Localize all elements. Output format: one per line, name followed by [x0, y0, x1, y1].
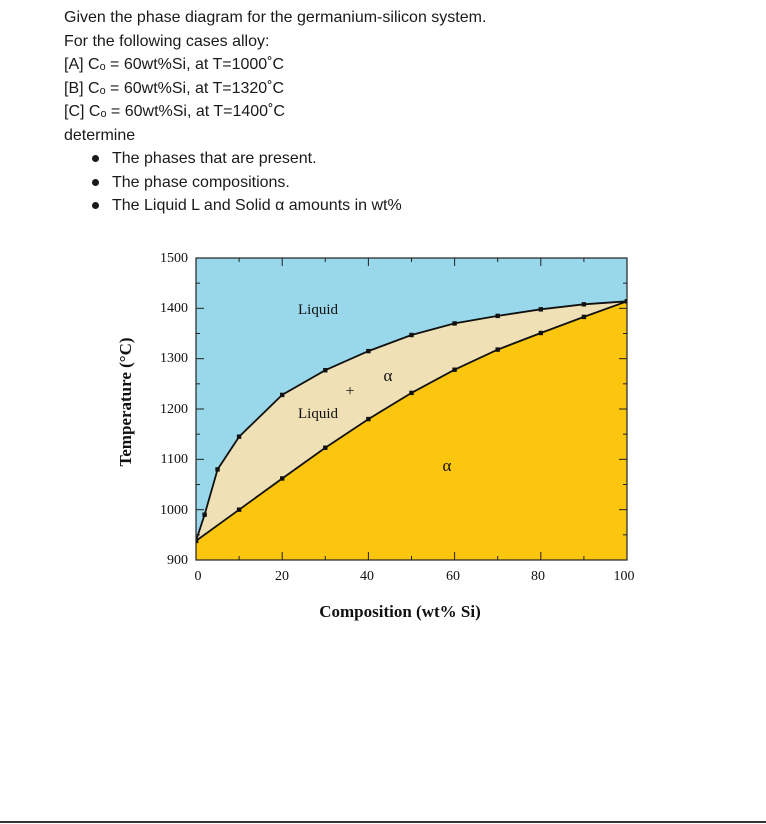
x-axis-tick-labels: 0 20 40 60 80 100	[195, 569, 635, 584]
task-amounts: The Liquid L and Solid α amounts in wt%	[92, 194, 486, 218]
problem-statement: Given the phase diagram for the germaniu…	[64, 6, 486, 218]
y-axis-tick-labels: 1500 1400 1300 1200 1100 1000 900	[160, 251, 188, 568]
data-markers	[196, 299, 627, 544]
two-phase-alpha-label: α	[384, 366, 393, 385]
y-tick-label: 1000	[160, 503, 188, 518]
liquidus-point	[202, 512, 207, 517]
solidus-point	[323, 445, 328, 450]
y-tick-label: 1500	[160, 251, 188, 266]
y-tick-label: 1200	[160, 402, 188, 417]
liquidus-point	[323, 368, 328, 373]
liquidus-point	[409, 332, 414, 338]
y-tick-label: 1100	[161, 452, 188, 467]
x-tick-label: 100	[614, 569, 635, 584]
region-labels: Liquid α + Liquid α	[298, 302, 452, 475]
problem-prompt: For the following cases alloy:	[64, 32, 270, 50]
solidus-point	[581, 314, 587, 320]
solidus-point	[366, 416, 371, 422]
two-phase-region	[196, 301, 627, 541]
case-a: [A] Cₒ = 60wt%Si, at T=1000˚C	[64, 56, 285, 73]
x-tick-label: 60	[446, 569, 460, 584]
y-tick-label: 900	[167, 553, 188, 568]
solidus-point	[452, 367, 457, 372]
y-tick-label: 1300	[160, 351, 188, 366]
solidus-point	[280, 476, 285, 481]
axis-ticks	[195, 257, 628, 561]
two-phase-plus-label: +	[345, 383, 354, 400]
liquidus-point	[538, 307, 543, 312]
solidus-point	[196, 538, 199, 544]
x-tick-label: 80	[531, 569, 545, 584]
solidus-point	[538, 330, 543, 336]
liquidus-point	[452, 321, 457, 326]
case-b: [B] Cₒ = 60wt%Si, at T=1320˚C	[64, 79, 285, 97]
solidus-point	[495, 347, 500, 352]
liquidus-point	[366, 348, 371, 354]
y-axis-label: Temperature (°C)	[116, 337, 135, 466]
y-tick-label: 1400	[160, 301, 188, 316]
task-compositions: The phase compositions.	[92, 171, 486, 195]
case-c: [C] Cₒ = 60wt%Si, at T=1400˚C	[64, 103, 285, 120]
solid-region-label: α	[443, 456, 452, 475]
two-phase-liquid-label: Liquid	[298, 406, 338, 422]
liquid-region-label: Liquid	[298, 302, 338, 318]
problem-intro: Given the phase diagram for the germaniu…	[64, 9, 487, 26]
liquidus-point	[495, 313, 500, 319]
solidus-point	[236, 507, 242, 512]
solidus-point	[624, 299, 627, 304]
phase-diagram: 1500 1400 1300 1200 1100 1000 900 0 20 4…	[116, 251, 635, 621]
bottom-divider	[0, 821, 766, 823]
x-tick-label: 20	[275, 569, 289, 584]
x-tick-label: 40	[360, 569, 374, 584]
task-list: The phases that are present. The phase c…	[64, 147, 486, 218]
determine-label: determine	[64, 126, 136, 144]
task-phases: The phases that are present.	[92, 147, 486, 171]
liquidus-point	[581, 302, 587, 307]
x-axis-label: Composition (wt% Si)	[319, 602, 481, 621]
x-tick-label: 0	[195, 569, 202, 584]
solid-region	[196, 301, 627, 560]
solidus-point	[409, 390, 414, 396]
liquidus-point	[280, 392, 285, 398]
liquidus-point	[215, 467, 220, 472]
liquidus-point	[236, 434, 242, 439]
